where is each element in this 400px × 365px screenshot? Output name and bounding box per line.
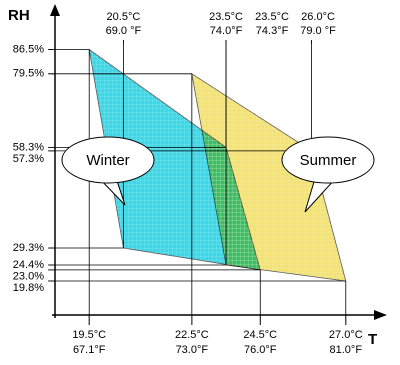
x-tick-label-f: 69.0 °F (106, 25, 142, 37)
y-axis-title: RH (8, 7, 30, 24)
y-tick-label: 86.5% (13, 43, 44, 55)
x-tick-label-f: 67.1°F (73, 344, 106, 356)
x-tick-label-f: 81.0°F (330, 344, 363, 356)
x-tick-label-f: 79.0 °F (300, 25, 336, 37)
x-tick-label-f: 76.0°F (244, 344, 277, 356)
y-tick-label: 29.3% (13, 242, 44, 254)
legend-label: Summer (300, 152, 357, 169)
x-tick-label: 22.5°C (175, 329, 209, 341)
x-tick-label: 23.5°C (209, 11, 243, 23)
x-tick-label: 27.0°C (329, 329, 363, 341)
callout-bubble (61, 136, 155, 184)
x-tick-label-f: 74.0°F (210, 25, 243, 37)
callout-tail-cover (316, 172, 336, 179)
y-tick-label: 57.3% (13, 153, 44, 165)
x-tick-label-f: 74.3°F (256, 25, 289, 37)
x-tick-label: 23.5°C (255, 11, 289, 23)
legend-label: Winter (86, 152, 129, 169)
x-tick-label-f: 73.0°F (176, 344, 209, 356)
x-tick-label: 20.5°C (107, 11, 141, 23)
x-tick-label: 19.5°C (72, 329, 106, 341)
zone-texture (191, 73, 346, 281)
y-tick-label: 23.0% (13, 270, 44, 282)
y-tick-label: 79.5% (13, 68, 44, 80)
y-tick-label: 58.3% (13, 141, 44, 153)
callout-tail-cover (96, 172, 116, 179)
y-tick-label: 24.4% (13, 259, 44, 271)
x-axis-arrow (374, 310, 387, 320)
y-axis-arrow (50, 4, 60, 16)
x-tick-label: 24.5°C (243, 329, 277, 341)
x-tick-label: 26.0°C (301, 11, 335, 23)
y-tick-label: 19.8% (13, 282, 44, 294)
x-axis-title: T (368, 331, 377, 348)
callout-bubble (281, 136, 375, 184)
